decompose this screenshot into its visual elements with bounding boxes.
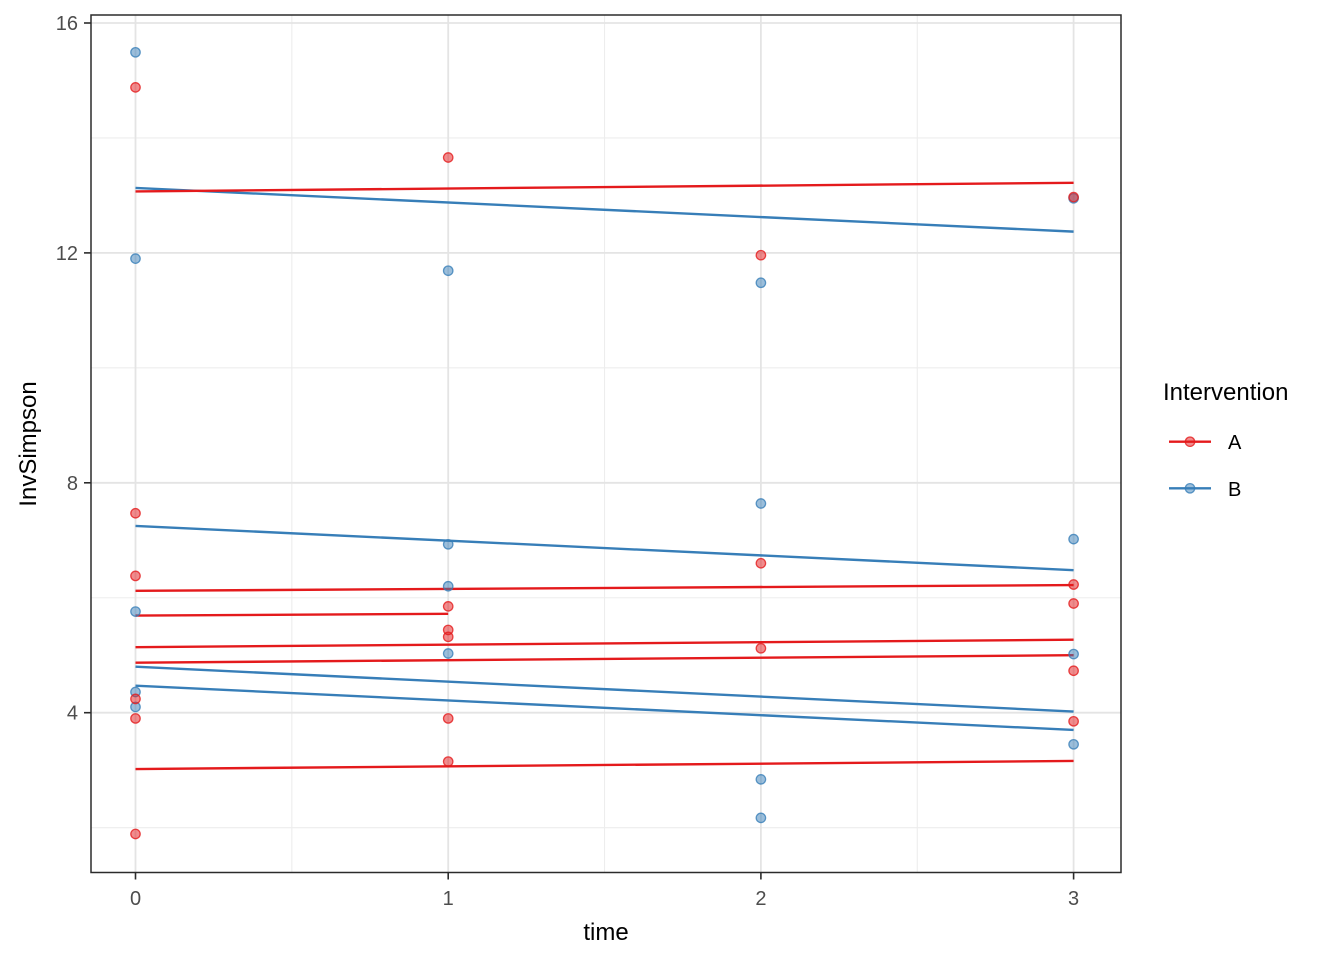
x-tick-label: 0 bbox=[130, 888, 141, 910]
data-point-a bbox=[130, 82, 141, 93]
legend-key-point-a bbox=[1184, 436, 1196, 448]
data-point-a bbox=[442, 631, 454, 643]
legend-label-b: B bbox=[1228, 479, 1241, 501]
data-point-a bbox=[755, 249, 767, 261]
data-points bbox=[130, 46, 1079, 840]
data-point-b bbox=[442, 580, 454, 592]
data-point-a bbox=[130, 693, 141, 705]
fit-lines bbox=[135, 181, 1074, 771]
x-tick-label: 1 bbox=[443, 888, 454, 910]
fit-line-a bbox=[135, 638, 1074, 649]
x-tick-label: 3 bbox=[1068, 888, 1079, 910]
data-point-a bbox=[442, 601, 454, 612]
data-point-b bbox=[1068, 533, 1079, 545]
fit-line-b bbox=[135, 684, 1074, 732]
data-point-a bbox=[442, 152, 454, 163]
data-point-a bbox=[130, 507, 141, 519]
data-point-a bbox=[1068, 598, 1079, 609]
data-point-b bbox=[1068, 738, 1079, 750]
data-point-a bbox=[755, 557, 767, 569]
fit-line-a bbox=[135, 654, 1074, 664]
legend: Intervention A B bbox=[1163, 379, 1288, 501]
data-point-b bbox=[755, 812, 767, 824]
fit-line-b bbox=[135, 186, 1074, 233]
data-point-b bbox=[130, 606, 141, 617]
legend-title: Intervention bbox=[1163, 379, 1288, 406]
fit-line-a bbox=[135, 759, 1074, 771]
data-point-a bbox=[130, 713, 141, 724]
fit-line-b bbox=[135, 524, 1074, 572]
y-tick-label: 16 bbox=[56, 13, 78, 35]
x-tick-label: 2 bbox=[755, 888, 766, 910]
data-point-b bbox=[755, 498, 767, 509]
data-point-a bbox=[130, 570, 141, 582]
data-point-a bbox=[130, 828, 141, 840]
data-point-b bbox=[442, 538, 454, 550]
fit-line-a bbox=[135, 583, 1074, 593]
data-point-b bbox=[442, 265, 454, 277]
y-tick-label: 8 bbox=[67, 473, 78, 495]
fit-line-a bbox=[135, 181, 1074, 193]
fit-line-b bbox=[135, 665, 1074, 713]
data-point-b bbox=[755, 774, 767, 785]
data-point-b bbox=[442, 648, 454, 659]
data-point-a bbox=[755, 642, 767, 654]
data-point-a bbox=[1068, 191, 1079, 203]
data-point-a bbox=[442, 756, 454, 767]
legend-entry-b: B bbox=[1169, 479, 1241, 501]
gridlines bbox=[91, 15, 1121, 873]
data-point-b bbox=[1068, 648, 1079, 660]
y-tick-label: 4 bbox=[67, 703, 78, 725]
data-point-a bbox=[442, 713, 454, 724]
data-point-a bbox=[1068, 579, 1079, 590]
legend-label-a: A bbox=[1228, 432, 1242, 454]
y-axis-title: InvSimpson bbox=[15, 381, 42, 506]
x-axis-title: time bbox=[583, 919, 628, 946]
data-point-b bbox=[130, 253, 141, 264]
data-point-a bbox=[1068, 715, 1079, 727]
data-point-a bbox=[1068, 665, 1079, 677]
panel-border bbox=[90, 14, 1122, 874]
data-point-b bbox=[130, 46, 141, 58]
fit-line-a bbox=[135, 612, 449, 617]
y-tick-label: 12 bbox=[56, 243, 78, 265]
axis-ticks bbox=[84, 22, 1075, 880]
legend-key-point-b bbox=[1184, 482, 1196, 494]
data-point-b bbox=[755, 277, 767, 289]
legend-entry-a: A bbox=[1169, 432, 1242, 454]
